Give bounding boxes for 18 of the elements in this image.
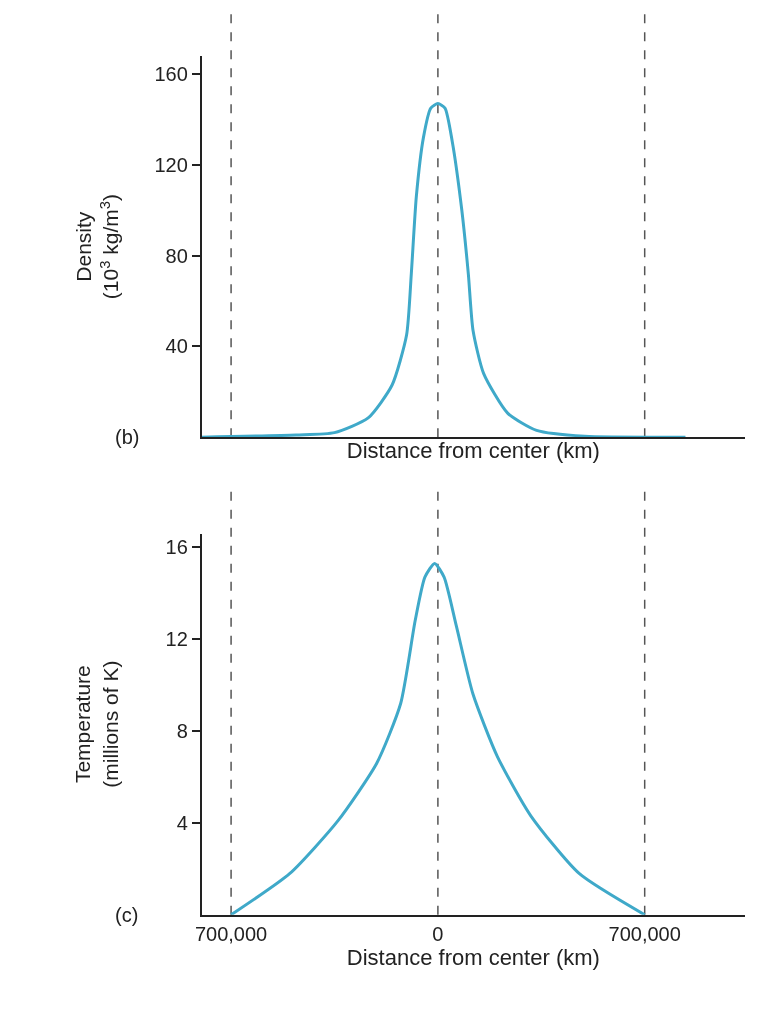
y-tick-label: 80: [165, 244, 188, 267]
x-axis-title: Distance from center (km): [346, 437, 600, 463]
y-tick-label: 160: [154, 63, 188, 86]
y-tick-label: 4: [176, 811, 188, 834]
y-tick-label: 120: [154, 153, 188, 176]
x-tick-label: 700,000: [194, 922, 268, 945]
line-series: [229, 561, 647, 915]
text: (c): [115, 904, 139, 926]
y-tick-label: 8: [176, 720, 188, 743]
x-axis-title: Distance from center (km): [346, 944, 600, 970]
line-series: [201, 102, 687, 438]
y-tick-label: 12: [165, 628, 188, 651]
y-tick-label: 40: [165, 335, 188, 358]
x-tick-label: 700,000: [608, 922, 681, 945]
text: (b): [115, 426, 140, 448]
x-tick-label: 0: [432, 922, 444, 945]
y-tick-label: 16: [165, 536, 188, 559]
y-axis-title: Temperature (millions of K): [71, 660, 122, 788]
